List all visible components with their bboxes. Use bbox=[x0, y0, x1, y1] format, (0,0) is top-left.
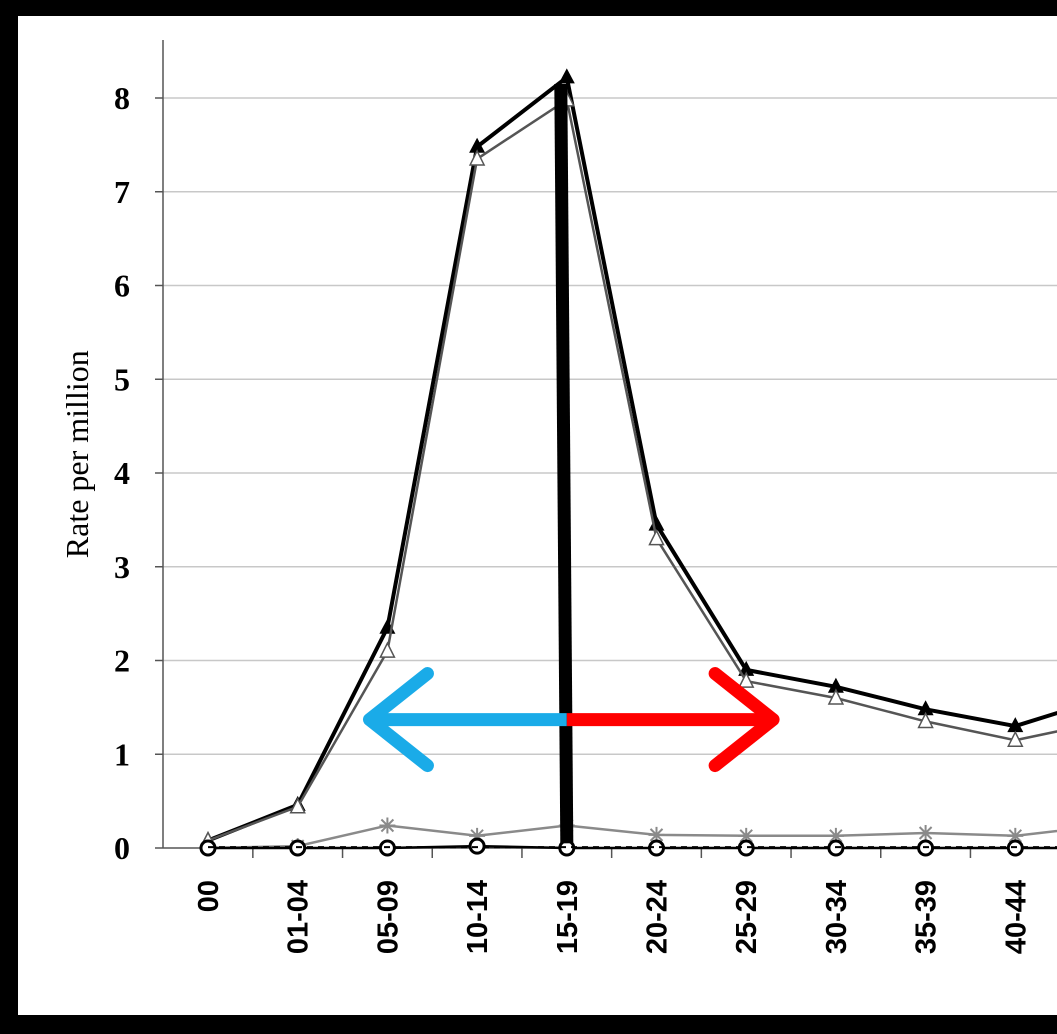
series-point bbox=[738, 827, 755, 844]
series-point bbox=[558, 68, 575, 84]
x-tick-label: 01-04 bbox=[283, 880, 315, 954]
x-tick-label: 30-34 bbox=[821, 880, 853, 954]
series-point bbox=[738, 660, 755, 676]
x-tick-label: 20-24 bbox=[642, 880, 674, 954]
series-point bbox=[469, 827, 486, 844]
x-tick-label: 25-29 bbox=[731, 880, 763, 954]
y-tick-label: 0 bbox=[114, 830, 130, 866]
x-axis-ticks: 00 01-04 05-09 10-14 15-19 20-24 25-29 30-34 35-… bbox=[193, 848, 1032, 954]
x-tick-label: 40-44 bbox=[1000, 880, 1032, 954]
series-point bbox=[917, 711, 934, 729]
series-point bbox=[648, 515, 665, 531]
series-point bbox=[648, 528, 665, 546]
y-tick-label: 5 bbox=[114, 361, 130, 397]
y-tick-label: 3 bbox=[114, 549, 130, 585]
right-arrow-head bbox=[708, 667, 780, 773]
x-tick-label: 00 bbox=[193, 880, 225, 912]
y-tick-label: 6 bbox=[114, 268, 130, 304]
vertical-marker-bar bbox=[554, 83, 574, 844]
y-axis-title: Rate per million bbox=[59, 350, 95, 558]
x-tick-label: 15-19 bbox=[552, 880, 584, 954]
series-point bbox=[379, 817, 396, 834]
y-tick-label: 4 bbox=[114, 455, 130, 491]
series-point bbox=[827, 688, 845, 705]
y-axis-ticks: 0 1 2 3 4 5 6 7 8 bbox=[114, 80, 163, 866]
series-point bbox=[827, 677, 844, 693]
series-point bbox=[289, 797, 306, 814]
y-tick-label: 8 bbox=[114, 80, 130, 116]
y-tick-label: 1 bbox=[114, 736, 130, 772]
series-point bbox=[917, 825, 934, 841]
series-point bbox=[648, 826, 665, 843]
y-tick-label: 7 bbox=[114, 174, 130, 210]
left-arrow-head bbox=[362, 667, 434, 773]
grid-lines bbox=[163, 97, 1057, 755]
x-tick-label: 35-39 bbox=[911, 880, 943, 954]
series-point bbox=[1007, 827, 1024, 844]
y-tick-label: 2 bbox=[114, 643, 130, 679]
series-point bbox=[1007, 730, 1024, 747]
annotations bbox=[362, 83, 780, 844]
series-point bbox=[1007, 717, 1024, 733]
series-point bbox=[827, 827, 844, 844]
x-tick-label: 05-09 bbox=[372, 880, 404, 954]
series-point bbox=[468, 149, 486, 166]
x-tick-label: 10-14 bbox=[462, 880, 494, 954]
series-point bbox=[379, 641, 396, 658]
series-group bbox=[199, 68, 1057, 857]
series-point bbox=[917, 700, 934, 716]
series-point bbox=[469, 137, 486, 153]
series-point bbox=[737, 671, 755, 688]
